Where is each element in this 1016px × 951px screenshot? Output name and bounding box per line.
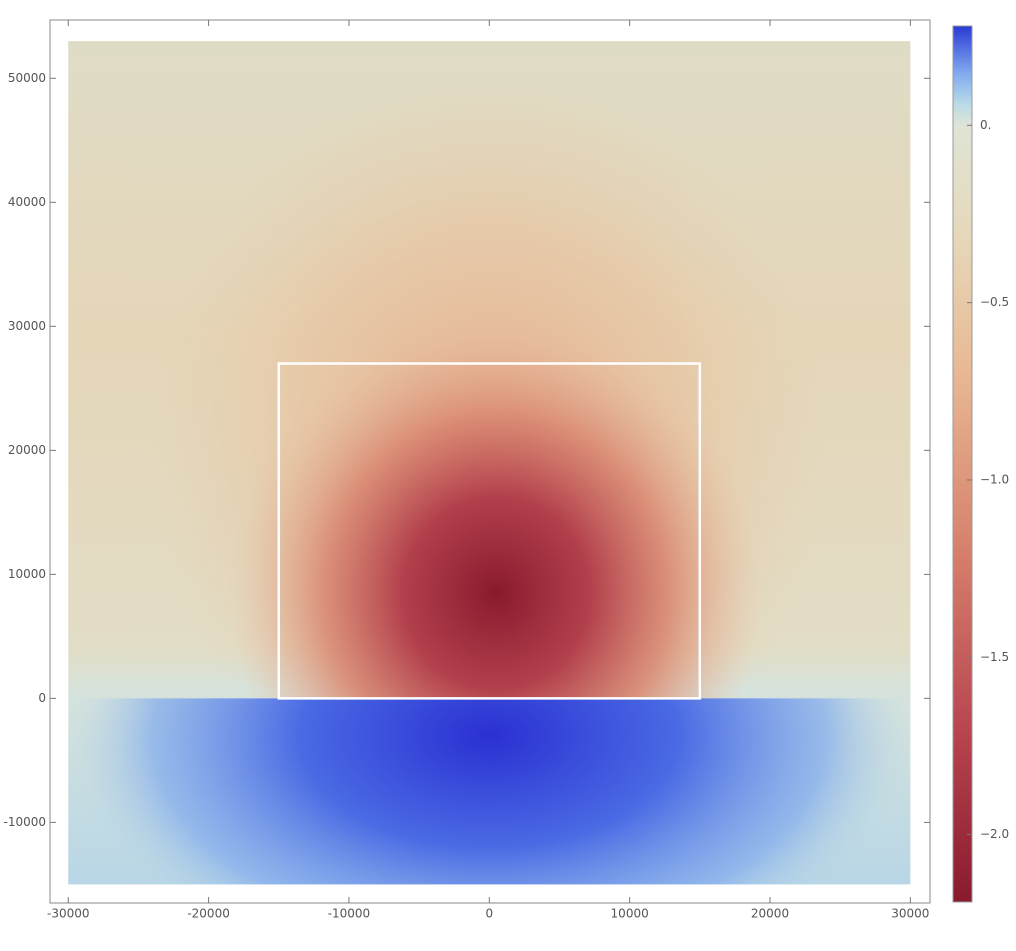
x-tick-label: 10000 [611, 907, 649, 921]
colorbar-tick-label: −2.0 [980, 827, 1009, 841]
x-tick-label: -20000 [187, 907, 230, 921]
y-tick-label: 30000 [8, 319, 46, 333]
x-tick-label: 30000 [891, 907, 929, 921]
plot-frame [49, 19, 931, 904]
y-tick-label: 40000 [8, 195, 46, 209]
lower-region [68, 698, 911, 885]
high-region [68, 698, 911, 885]
x-tick-label: -30000 [47, 907, 90, 921]
colorbar-tick-label: 0. [980, 118, 991, 132]
colorbar-tick-label: −1.5 [980, 650, 1009, 664]
x-tick-label: -10000 [328, 907, 371, 921]
colorbar-frame [952, 25, 973, 903]
upper-region [152, 78, 826, 699]
x-tick-label: 20000 [751, 907, 789, 921]
rectangle-outline [277, 362, 702, 700]
y-tick-label: 0 [38, 691, 46, 705]
y-tick-label: 10000 [8, 567, 46, 581]
y-tick-label: 50000 [8, 71, 46, 85]
y-tick-label: -10000 [3, 815, 46, 829]
colorbar-tick-label: −0.5 [980, 295, 1009, 309]
x-tick-label: 0 [485, 907, 493, 921]
low-region [229, 320, 763, 699]
y-tick-label: 20000 [8, 443, 46, 457]
colorbar-tick-label: −1.0 [980, 472, 1009, 486]
density-field [68, 41, 911, 885]
colorbar [953, 26, 972, 902]
